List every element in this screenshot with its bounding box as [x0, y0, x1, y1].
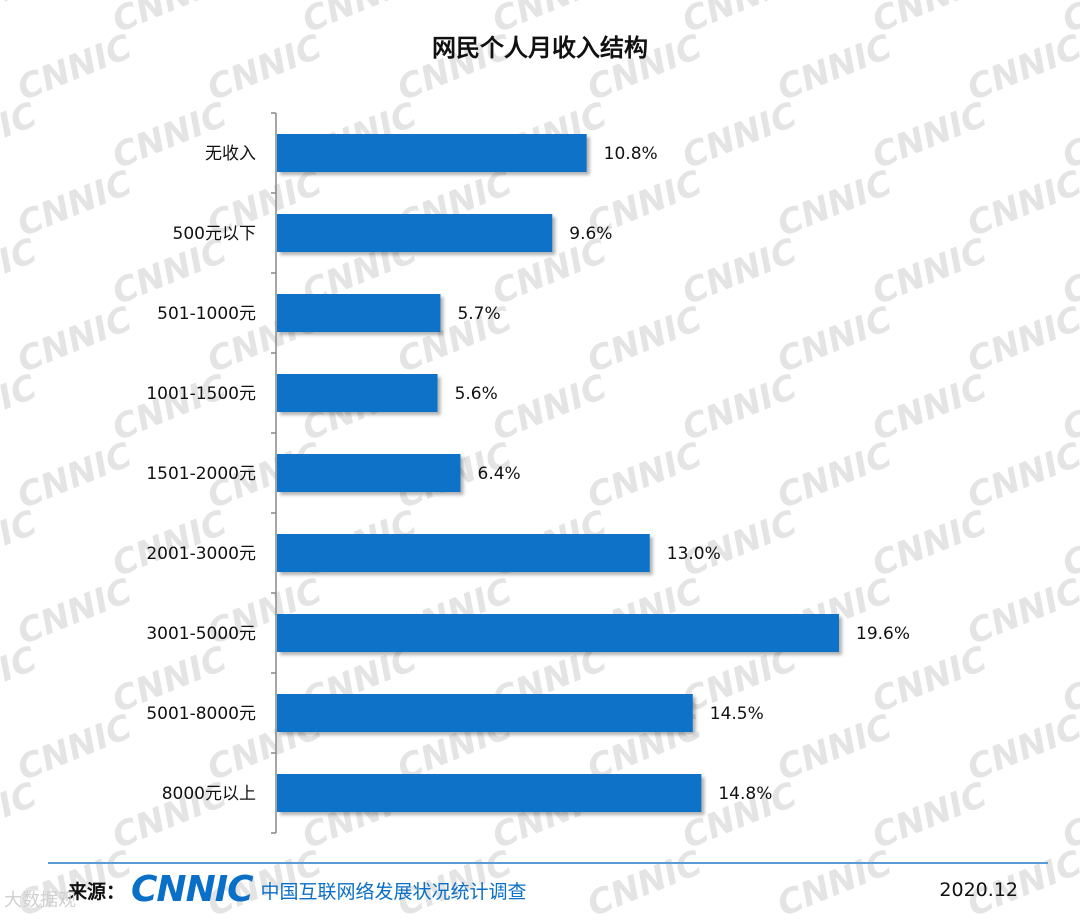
survey-name: 中国互联网络发展状况统计调查 [260, 880, 527, 903]
source-label: 来源： [68, 880, 126, 903]
category-label: 2001-3000元 [146, 544, 256, 564]
category-label: 5001-8000元 [146, 704, 256, 724]
value-label: 14.8% [718, 784, 772, 804]
value-label: 6.4% [478, 464, 521, 484]
value-label: 14.5% [710, 704, 764, 724]
bar [277, 454, 461, 492]
corner-watermark: 大数据观 [4, 890, 76, 911]
footer: 来源： CNNIC 中国互联网络发展状况统计调查 2020.12 [68, 872, 1018, 908]
value-label: 13.0% [667, 544, 721, 564]
category-label: 无收入 [205, 144, 256, 164]
category-label: 3001-5000元 [146, 624, 256, 644]
bar [277, 134, 587, 172]
value-label: 19.6% [856, 624, 910, 644]
bar [277, 214, 553, 252]
chart-title: 网民个人月收入结构 [432, 34, 648, 62]
category-label: 8000元以上 [162, 784, 256, 804]
bar [277, 534, 650, 572]
category-label: 1501-2000元 [146, 464, 256, 484]
bar [277, 294, 441, 332]
bar [277, 774, 702, 812]
category-label: 1001-1500元 [146, 384, 256, 404]
report-date: 2020.12 [939, 879, 1018, 901]
value-label: 5.6% [455, 384, 498, 404]
value-label: 10.8% [604, 144, 658, 164]
bar [277, 694, 693, 732]
cnnic-logo: CNNIC [131, 869, 253, 910]
bar [277, 614, 839, 652]
category-label: 501-1000元 [157, 304, 256, 324]
category-label: 500元以下 [173, 224, 256, 244]
value-label: 5.7% [457, 304, 500, 324]
value-label: 9.6% [569, 224, 612, 244]
footer-divider [48, 862, 1048, 864]
bar-chart: 无收入 10.8% 500元以下 9.6% 501-1000元 5.7% 1001-1500… [146, 112, 910, 834]
bar [277, 374, 438, 412]
